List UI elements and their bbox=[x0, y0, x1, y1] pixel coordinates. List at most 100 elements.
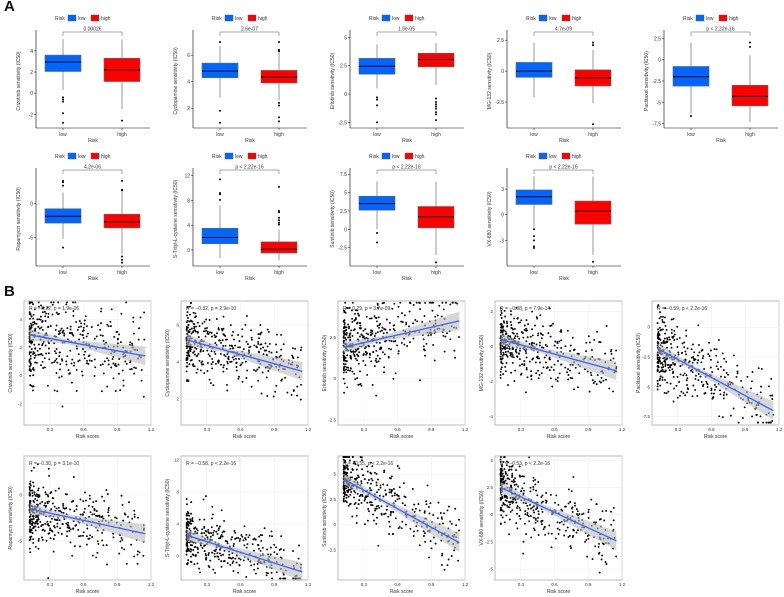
data-point bbox=[81, 334, 84, 337]
data-point bbox=[221, 329, 224, 332]
data-point bbox=[256, 567, 259, 570]
data-point bbox=[59, 329, 62, 332]
data-point bbox=[194, 530, 197, 533]
data-point bbox=[82, 336, 85, 339]
data-point bbox=[28, 365, 31, 368]
y-axis-label: Rapamycin sensitivity (IC50) bbox=[8, 486, 14, 550]
data-point bbox=[119, 389, 122, 392]
outlier-low bbox=[690, 115, 692, 118]
data-point bbox=[408, 310, 411, 313]
data-point bbox=[369, 317, 371, 320]
outlier-high bbox=[592, 260, 594, 263]
data-point bbox=[507, 477, 510, 480]
y-tick-label: 5 bbox=[344, 35, 347, 41]
y-tick-label: 0 bbox=[30, 201, 33, 207]
y-tick-label: 0 bbox=[490, 512, 493, 517]
data-point bbox=[398, 486, 401, 489]
data-point bbox=[138, 551, 141, 554]
data-point bbox=[41, 523, 44, 526]
data-point bbox=[675, 384, 678, 387]
y-tick-label: 4 bbox=[176, 522, 179, 527]
data-point bbox=[343, 493, 346, 496]
data-point bbox=[191, 517, 194, 520]
data-point bbox=[375, 394, 378, 397]
data-point bbox=[598, 542, 600, 545]
y-axis-label: VX-680 sensitivity (IC50) bbox=[479, 490, 485, 545]
data-point bbox=[345, 501, 348, 504]
data-point bbox=[213, 552, 216, 555]
y-tick-label: 0 bbox=[333, 522, 336, 527]
data-point bbox=[521, 487, 524, 490]
data-point bbox=[199, 369, 202, 372]
data-point bbox=[688, 360, 691, 363]
data-point bbox=[666, 346, 669, 349]
x-tick-label: 0.3 bbox=[204, 582, 211, 587]
data-point bbox=[711, 371, 714, 373]
outlier-high bbox=[278, 221, 280, 224]
data-point bbox=[29, 519, 32, 522]
data-point bbox=[196, 529, 199, 532]
data-point bbox=[441, 552, 444, 555]
data-point bbox=[767, 421, 770, 424]
data-point bbox=[672, 400, 675, 403]
data-point bbox=[238, 340, 241, 343]
data-point bbox=[540, 337, 543, 340]
data-point bbox=[403, 337, 405, 340]
data-point bbox=[342, 377, 345, 380]
outlier-high bbox=[278, 104, 280, 107]
p-value: p < 2.22e-16 bbox=[392, 165, 420, 171]
data-point bbox=[261, 534, 264, 537]
data-point bbox=[206, 332, 209, 335]
data-point bbox=[672, 361, 674, 364]
data-point bbox=[518, 337, 521, 340]
data-point bbox=[356, 322, 358, 325]
y-tick-label: -2.5 bbox=[338, 120, 347, 126]
data-point bbox=[685, 374, 688, 377]
data-point bbox=[102, 372, 105, 375]
data-point bbox=[48, 500, 51, 503]
data-point bbox=[552, 322, 555, 325]
data-point bbox=[354, 501, 357, 504]
data-point bbox=[530, 507, 532, 510]
data-point bbox=[537, 510, 540, 513]
data-point bbox=[193, 327, 196, 330]
data-point bbox=[40, 304, 42, 307]
data-point bbox=[348, 306, 351, 309]
data-point bbox=[59, 363, 62, 366]
data-point bbox=[75, 320, 78, 323]
data-point bbox=[41, 344, 44, 347]
data-point bbox=[411, 508, 414, 511]
y-tick-label: -2.5 bbox=[328, 418, 336, 423]
data-point bbox=[399, 301, 402, 304]
x-tick-label: 0.3 bbox=[518, 582, 525, 587]
data-point bbox=[37, 489, 39, 492]
data-point bbox=[74, 301, 77, 304]
data-point bbox=[502, 351, 505, 354]
data-point bbox=[374, 359, 377, 362]
data-point bbox=[41, 354, 44, 357]
data-point bbox=[615, 555, 618, 558]
legend-title: Risk bbox=[55, 154, 65, 160]
data-point bbox=[378, 324, 381, 326]
data-point bbox=[186, 314, 188, 317]
data-point bbox=[529, 335, 532, 338]
data-point bbox=[509, 352, 512, 354]
data-point bbox=[284, 376, 287, 379]
legend-label-low: low bbox=[235, 16, 243, 22]
data-point bbox=[501, 465, 504, 468]
data-point bbox=[531, 506, 534, 509]
data-point bbox=[342, 354, 345, 357]
data-point bbox=[206, 362, 209, 364]
data-point bbox=[54, 328, 57, 331]
data-point bbox=[555, 494, 558, 497]
data-point bbox=[273, 543, 276, 546]
x-tick-label: 0.3 bbox=[204, 427, 211, 432]
data-point bbox=[115, 517, 118, 520]
data-point bbox=[246, 369, 249, 372]
data-point bbox=[32, 374, 35, 377]
data-point bbox=[526, 376, 529, 379]
data-point bbox=[73, 510, 76, 513]
legend: Risk low high bbox=[212, 14, 268, 22]
data-point bbox=[76, 328, 79, 331]
y-tick-label: -2.5 bbox=[338, 246, 347, 252]
